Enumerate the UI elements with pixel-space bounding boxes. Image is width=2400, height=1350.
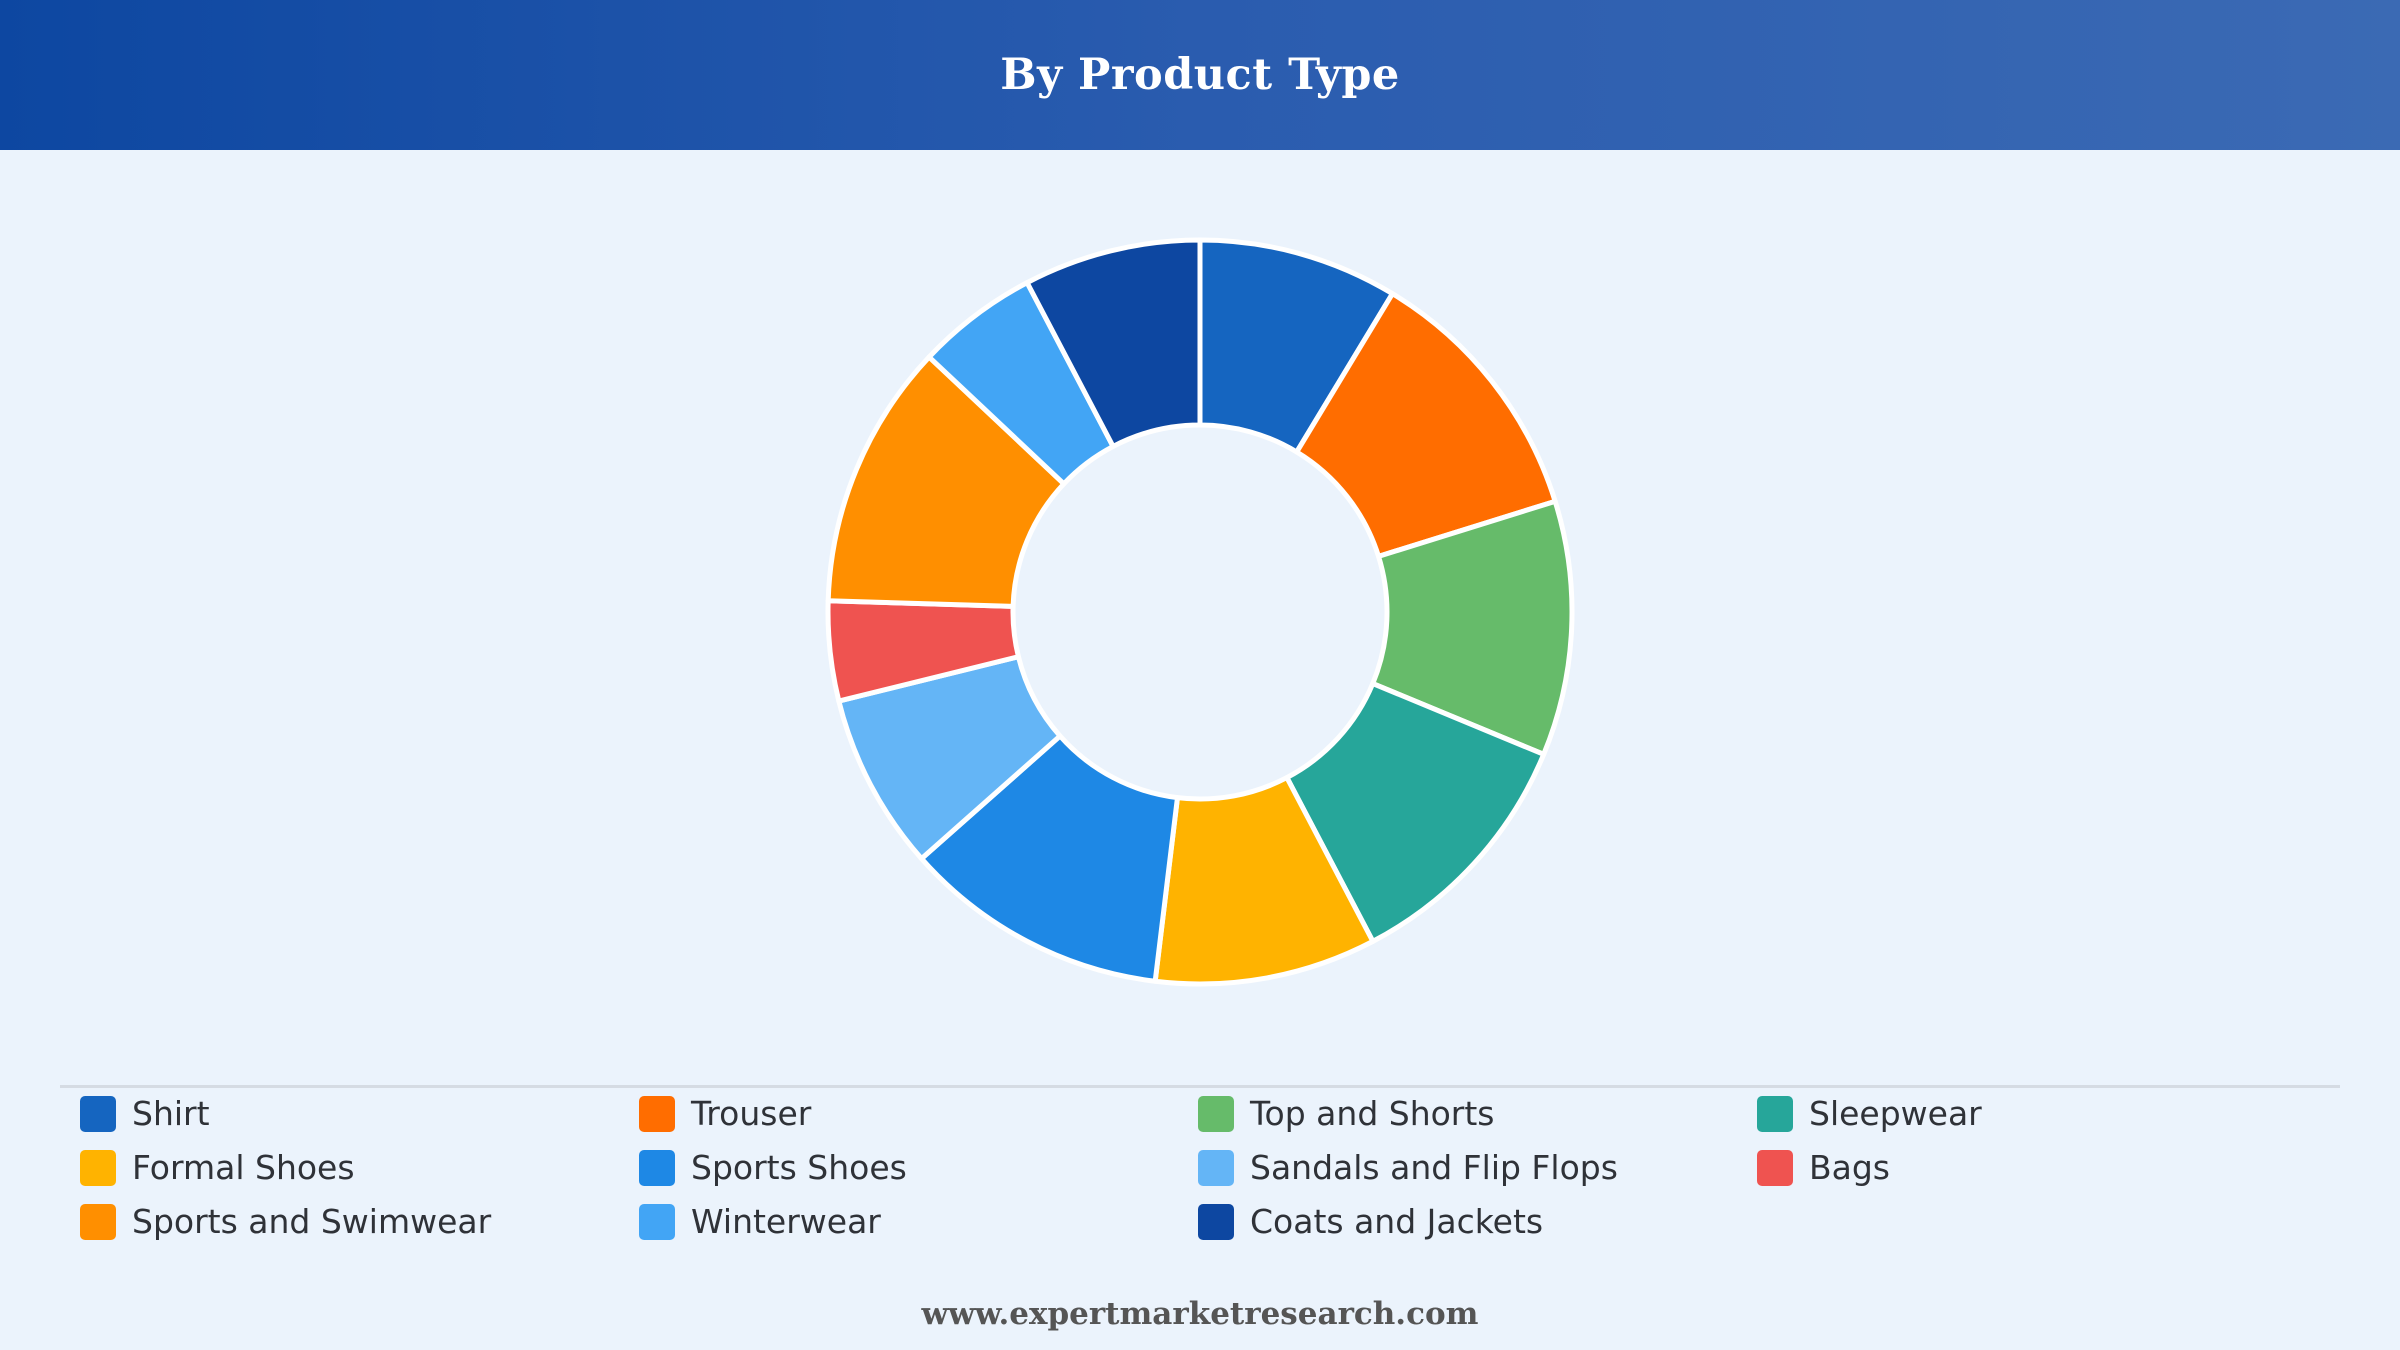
legend-swatch: [1198, 1149, 1234, 1186]
chart-legend: Shirt Trouser Top and Shorts Sleepwear Forma…: [80, 1094, 2320, 1241]
slice-trouser[interactable]: [1294, 291, 1558, 559]
source-url: www.expertmarketresearch.com: [921, 1296, 1479, 1332]
legend-item-sports-shoes[interactable]: Sports Shoes: [639, 1148, 1198, 1187]
legend-label: Sports Shoes: [691, 1148, 907, 1187]
legend-item-sandals-and-flip-flops[interactable]: Sandals and Flip Flops: [1198, 1148, 1757, 1187]
legend-item-sports-and-swimwear[interactable]: Sports and Swimwear: [80, 1202, 639, 1241]
legend-swatch: [639, 1203, 675, 1240]
legend-divider: [60, 1085, 2340, 1088]
legend-label: Bags: [1809, 1148, 1891, 1187]
legend-item-coats-and-jackets[interactable]: Coats and Jackets: [1198, 1202, 1757, 1241]
legend-swatch: [80, 1095, 116, 1132]
legend-item-winterwear[interactable]: Winterwear: [639, 1202, 1198, 1241]
legend-swatch: [1198, 1095, 1234, 1132]
legend-item-sleepwear[interactable]: Sleepwear: [1757, 1094, 2316, 1133]
legend-item-shirt[interactable]: Shirt: [80, 1094, 639, 1133]
slice-sleepwear[interactable]: [1284, 681, 1547, 944]
slice-sports-shoes[interactable]: [919, 733, 1180, 984]
legend-label: Sports and Swimwear: [132, 1202, 492, 1241]
legend-label: Top and Shorts: [1250, 1094, 1495, 1133]
legend-label: Formal Shoes: [132, 1148, 355, 1187]
legend-label: Sandals and Flip Flops: [1250, 1148, 1618, 1187]
legend-swatch: [639, 1149, 675, 1186]
legend-label: Coats and Jackets: [1250, 1202, 1544, 1241]
legend-item-formal-shoes[interactable]: Formal Shoes: [80, 1148, 639, 1187]
legend-swatch: [80, 1203, 116, 1240]
slice-sports-and-swimwear[interactable]: [825, 354, 1067, 609]
legend-item-bags[interactable]: Bags: [1757, 1148, 2316, 1187]
legend-swatch: [1198, 1203, 1234, 1240]
chart-title: By Product Type: [1000, 50, 1400, 100]
slice-coats-and-jackets[interactable]: [1024, 237, 1203, 449]
donut-chart: [825, 237, 1575, 987]
legend-swatch: [80, 1149, 116, 1186]
legend-label: Sleepwear: [1809, 1094, 1982, 1133]
legend-swatch: [1757, 1149, 1793, 1186]
legend-label: Winterwear: [691, 1202, 881, 1241]
slice-top-and-shorts[interactable]: [1370, 498, 1575, 757]
legend-label: Trouser: [691, 1094, 812, 1133]
legend-item-trouser[interactable]: Trouser: [639, 1094, 1198, 1133]
legend-label: Shirt: [132, 1094, 210, 1133]
legend-swatch: [639, 1095, 675, 1132]
legend-item-top-and-shorts[interactable]: Top and Shorts: [1198, 1094, 1757, 1133]
legend-swatch: [1757, 1095, 1793, 1132]
chart-header: By Product Type: [0, 0, 2400, 150]
